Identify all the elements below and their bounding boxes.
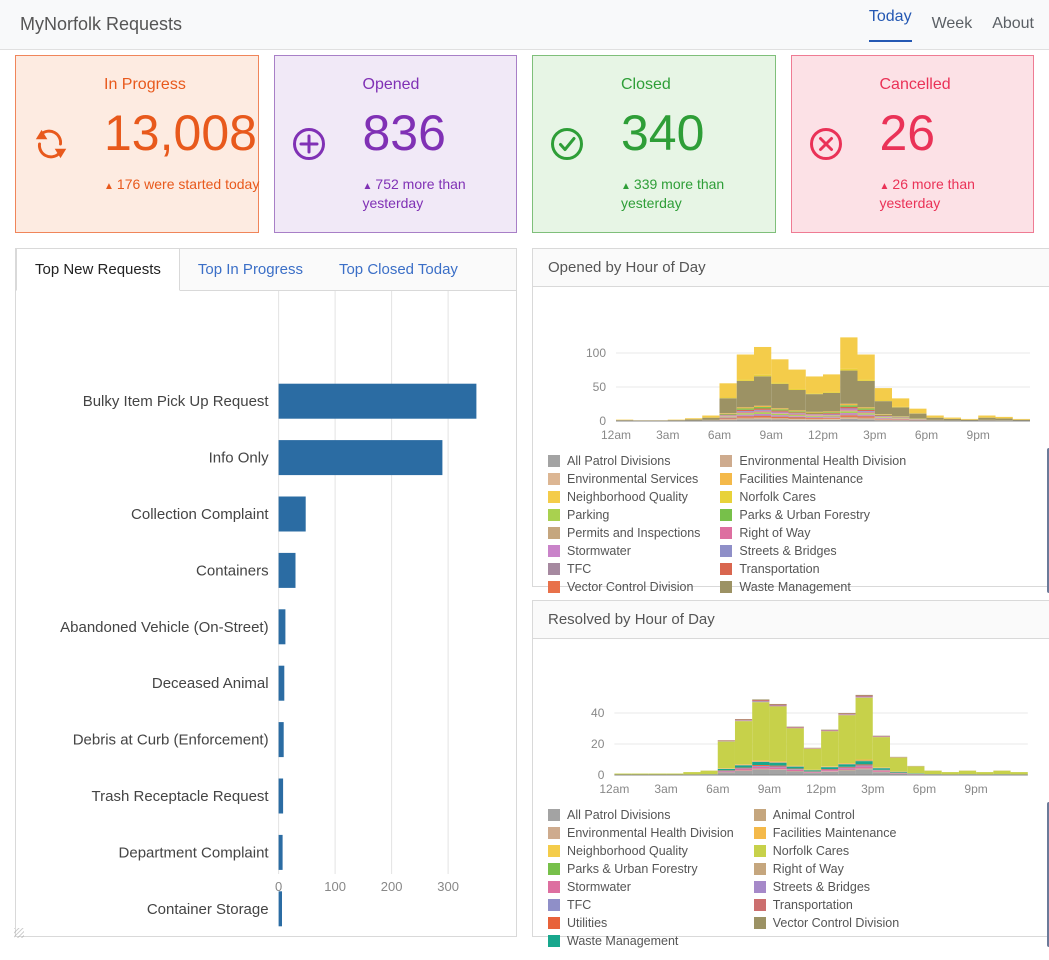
svg-text:Deceased Animal: Deceased Animal: [152, 675, 269, 692]
svg-text:300: 300: [437, 879, 459, 894]
svg-text:3pm: 3pm: [861, 782, 884, 795]
svg-text:12am: 12am: [601, 428, 631, 441]
svg-text:0: 0: [599, 414, 606, 428]
svg-text:3am: 3am: [656, 428, 679, 441]
svg-text:9am: 9am: [760, 428, 783, 441]
svg-text:6pm: 6pm: [913, 782, 936, 795]
svg-text:Bulky Item Pick Up Request: Bulky Item Pick Up Request: [83, 393, 270, 410]
svg-text:6am: 6am: [706, 782, 729, 795]
svg-text:40: 40: [591, 706, 605, 720]
svg-text:12am: 12am: [599, 782, 629, 795]
svg-text:Department Complaint: Department Complaint: [119, 844, 270, 861]
svg-text:Debris at Curb (Enforcement): Debris at Curb (Enforcement): [73, 732, 269, 749]
svg-text:9am: 9am: [758, 782, 781, 795]
svg-text:Container Storage: Container Storage: [147, 901, 269, 918]
svg-text:Collection Complaint: Collection Complaint: [131, 506, 269, 523]
svg-text:9pm: 9pm: [964, 782, 987, 795]
svg-text:12pm: 12pm: [806, 782, 836, 795]
svg-text:12pm: 12pm: [808, 428, 838, 441]
svg-text:Abandoned Vehicle (On-Street): Abandoned Vehicle (On-Street): [60, 619, 268, 636]
svg-text:9pm: 9pm: [967, 428, 990, 441]
svg-text:0: 0: [598, 768, 605, 782]
svg-text:Info Only: Info Only: [209, 450, 270, 467]
svg-text:Containers: Containers: [196, 562, 269, 579]
svg-text:100: 100: [586, 346, 606, 360]
svg-text:20: 20: [591, 737, 605, 751]
svg-text:Trash Receptacle Request: Trash Receptacle Request: [92, 788, 270, 805]
svg-text:100: 100: [324, 879, 346, 894]
svg-text:6am: 6am: [708, 428, 731, 441]
svg-text:50: 50: [593, 380, 607, 394]
svg-text:3pm: 3pm: [863, 428, 886, 441]
svg-text:200: 200: [381, 879, 403, 894]
svg-text:6pm: 6pm: [915, 428, 938, 441]
svg-text:3am: 3am: [654, 782, 677, 795]
